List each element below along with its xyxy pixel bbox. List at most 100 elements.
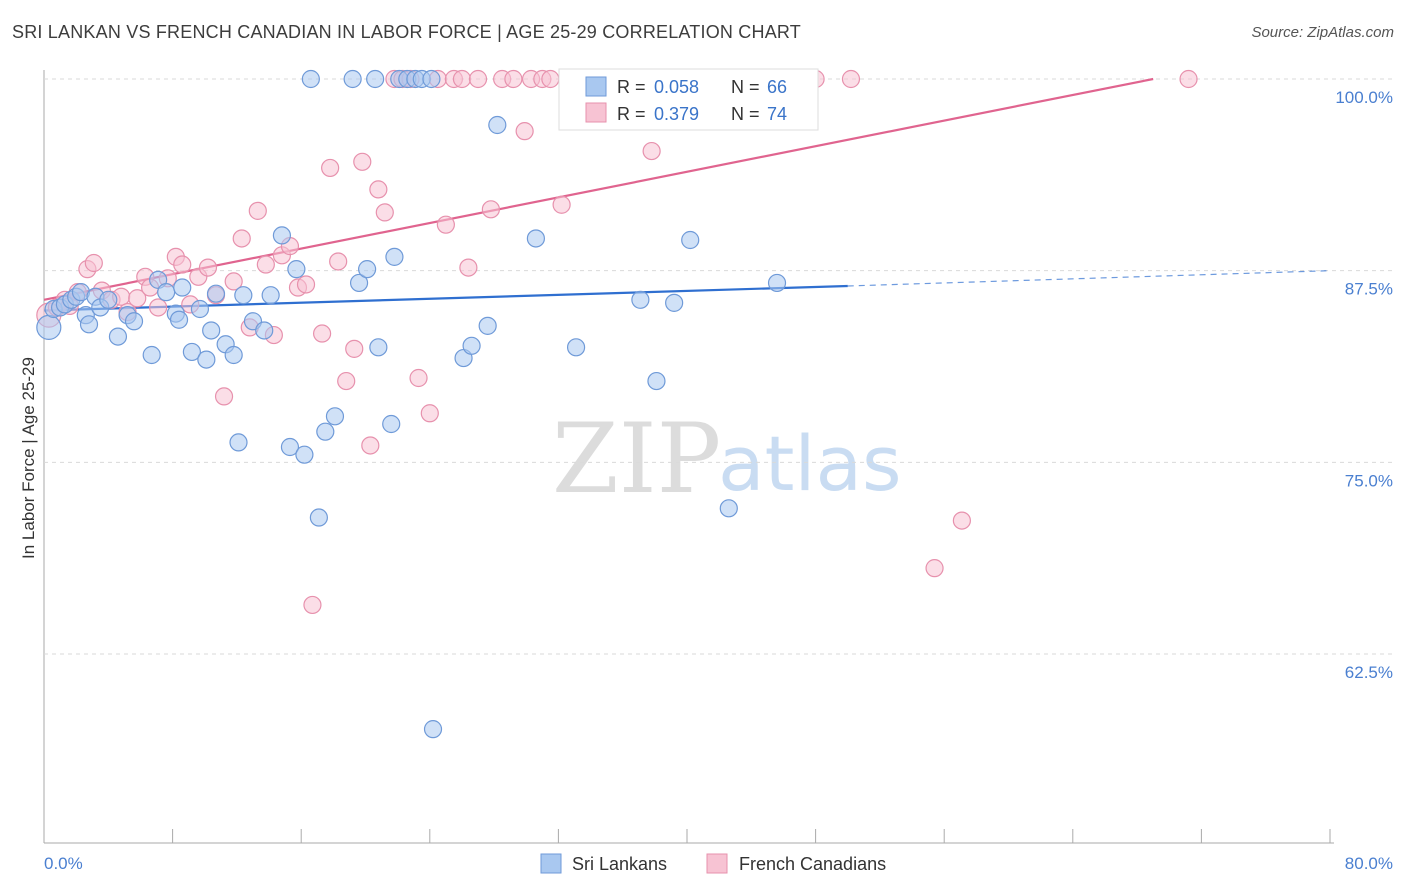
sri-lankan-point (343, 69, 362, 89)
sri-lankan-point (287, 260, 306, 279)
french-canadian-point (329, 252, 348, 271)
legend-box: R = 0.058 N = 66 R = 0.379 N = 74 (558, 68, 819, 131)
sri-lankan-point (295, 445, 314, 464)
french-canadian-point (312, 324, 332, 343)
legend-fr-r-value: 0.379 (654, 104, 699, 124)
sri-lankan-point (566, 338, 586, 357)
chart-title: SRI LANKAN VS FRENCH CANADIAN IN LABOR F… (12, 22, 801, 42)
sri-lankan-point (272, 226, 292, 245)
french-canadian-point (345, 339, 364, 358)
french-canadian-point (84, 253, 103, 273)
legend-fr-n-label: N = (731, 104, 760, 124)
sri-lankan-point (224, 345, 243, 365)
sri-lankan-point (647, 371, 666, 391)
trendline-sri-lankans-extension (847, 270, 1331, 287)
sri-lankan-point (358, 260, 377, 279)
bottom-legend-swatch-fr (706, 853, 728, 874)
legend-sri-n-label: N = (731, 77, 760, 97)
legend-sri-r-value: 0.058 (654, 77, 699, 97)
french-canadian-point (841, 69, 861, 89)
sri-lankan-point (182, 342, 201, 362)
french-canadian-point (1179, 69, 1198, 89)
source-label: Source: ZipAtlas.com (1251, 24, 1394, 41)
sri-lankan-point (316, 422, 335, 441)
sri-lankan-point (229, 433, 248, 452)
sri-lankan-point (325, 407, 345, 426)
sri-lankan-point (526, 229, 545, 248)
x-tick-label-max: 80.0% (1345, 854, 1393, 873)
french-canadian-point (149, 298, 168, 317)
sri-lankan-point (173, 278, 192, 297)
sri-lankan-point (385, 247, 404, 266)
sri-lankan-point (681, 230, 700, 250)
sri-lankan-point (157, 283, 176, 302)
french-canadian-point (198, 258, 218, 277)
french-canadian-point (541, 69, 560, 89)
sri-lankan-point (382, 414, 401, 434)
sri-lankan-point (767, 273, 787, 293)
sri-lankan-point (197, 350, 216, 369)
french-canadian-point (248, 201, 267, 220)
french-canadian-point (409, 368, 428, 388)
french-canadian-point (452, 69, 472, 89)
legend-swatch-fr (585, 102, 607, 123)
sri-lankan-point (261, 286, 280, 305)
sri-lankan-point (349, 273, 369, 293)
sri-lankan-point (631, 290, 650, 309)
french-canadian-point (214, 387, 234, 406)
french-canadian-point (361, 436, 380, 455)
french-canadian-point (481, 200, 500, 219)
bottom-legend-fr: French Canadians (739, 854, 886, 874)
french-canadian-point (296, 275, 316, 294)
sri-lankan-point (79, 315, 99, 334)
watermark-atlas: atlas (718, 419, 902, 508)
sri-lankan-point (665, 293, 684, 312)
sri-lankan-point (202, 321, 221, 340)
sri-lankan-point (422, 69, 441, 89)
sri-lankan-point (124, 312, 144, 331)
sri-lankan-point (255, 321, 274, 340)
bottom-legend-swatch-sri (540, 853, 562, 874)
watermark-zip: ZIP (552, 403, 721, 515)
french-canadian-point (515, 122, 534, 141)
french-canadian-point (256, 255, 275, 274)
sri-lankan-point (169, 310, 189, 329)
french-canadian-point (353, 152, 372, 171)
sri-lankan-point (462, 336, 481, 355)
legend-fr-r-label: R = (617, 104, 646, 124)
french-canadian-point (642, 141, 661, 161)
sri-lankan-point (99, 290, 118, 309)
sri-lankan-point (142, 345, 161, 365)
y-tick-label: 87.5% (1345, 280, 1393, 299)
french-canadian-point (321, 158, 340, 178)
sri-lankan-point (36, 314, 62, 340)
sri-lankan-point (190, 299, 210, 319)
sri-lankan-point (478, 316, 497, 335)
y-axis-title: In Labor Force | Age 25-29 (19, 357, 38, 559)
sri-lankan-point (280, 437, 300, 457)
y-tick-label: 62.5% (1345, 663, 1393, 682)
sri-lankan-point (488, 115, 507, 135)
french-canadian-point (925, 559, 944, 578)
french-canadian-point (504, 69, 523, 89)
french-canadian-point (375, 203, 394, 222)
bottom-legend: Sri Lankans French Canadians (540, 853, 886, 874)
french-canadian-point (468, 69, 488, 89)
french-canadian-point (303, 595, 322, 615)
sri-lankan-point (719, 499, 738, 518)
trendline-french-canadians (43, 77, 1154, 301)
french-canadian-point (459, 258, 478, 277)
french-canadian-point (173, 255, 192, 274)
french-canadian-point (436, 215, 455, 234)
legend-sri-r-label: R = (617, 77, 646, 97)
sri-lankan-point (301, 69, 320, 89)
sri-lankan-point (206, 284, 226, 303)
sri-lankan-point (366, 69, 385, 89)
bottom-legend-sri: Sri Lankans (572, 854, 667, 874)
sri-lankan-point (423, 720, 443, 739)
legend-sri-n-value: 66 (767, 77, 787, 97)
french-canadian-point (369, 180, 388, 199)
french-canadian-point (337, 371, 356, 391)
y-tick-label: 75.0% (1345, 471, 1393, 490)
